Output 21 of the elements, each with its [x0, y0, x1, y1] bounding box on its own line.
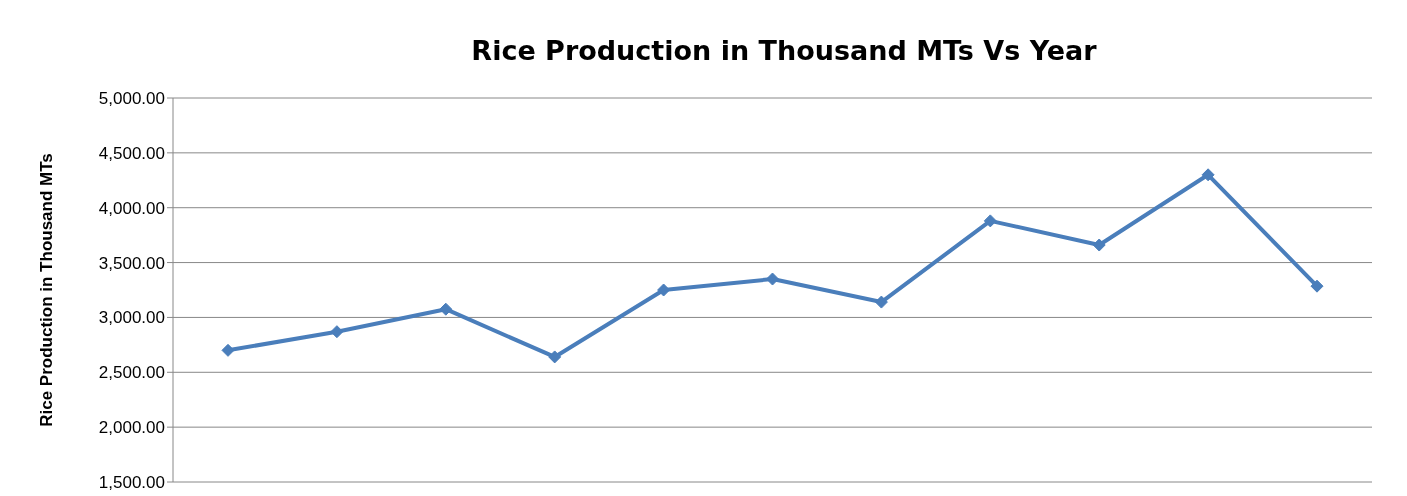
y-tick-label: 5,000.00 — [98, 89, 165, 109]
point — [874, 295, 888, 309]
point — [1310, 279, 1324, 293]
point — [766, 272, 779, 286]
y-tick-label: 3,000.00 — [98, 308, 165, 328]
point — [983, 214, 997, 228]
point — [657, 283, 671, 297]
y-tick-label: 4,000.00 — [98, 198, 165, 218]
y-tick-label: 3,500.00 — [98, 253, 165, 273]
point — [548, 350, 562, 364]
chart-title: Rice Production in Thousand MTs Vs Year — [471, 35, 1098, 66]
point — [439, 302, 453, 316]
point — [330, 325, 344, 339]
y-axis-title: Rice Production in Thousand MTs — [37, 153, 57, 427]
y-tick-label: 2,000.00 — [98, 418, 165, 438]
point — [1092, 238, 1106, 252]
point — [1201, 168, 1215, 182]
y-tick-label: 4,500.00 — [98, 143, 165, 163]
y-tick-label: 1,500.00 — [98, 473, 165, 493]
y-tick-label: 2,500.00 — [98, 363, 165, 383]
point — [221, 343, 235, 357]
